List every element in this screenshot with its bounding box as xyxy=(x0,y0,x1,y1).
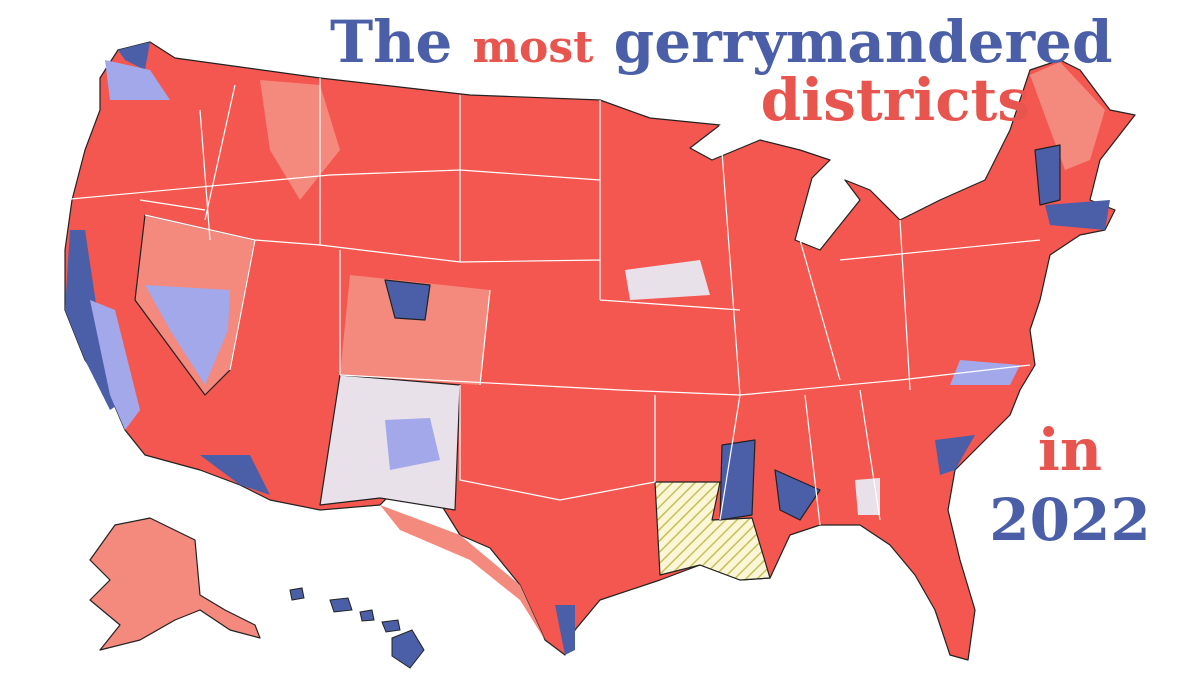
region-iowa-light xyxy=(625,260,710,300)
region-colorado xyxy=(340,275,490,385)
region-georgia-light xyxy=(855,478,880,515)
state-lines xyxy=(59,78,1041,526)
hawaii xyxy=(289,587,425,669)
region-va-blue xyxy=(950,360,1020,385)
alaska xyxy=(89,517,261,651)
region-nevada-blue xyxy=(145,285,230,385)
title-word: gerrymandered xyxy=(614,8,1113,76)
region-maine xyxy=(1030,62,1105,170)
region-alabama-blue xyxy=(774,469,821,521)
region-nm-blue xyxy=(385,418,440,470)
region-vermont-blue xyxy=(1034,144,1061,206)
region-mississippi-blue xyxy=(719,439,756,521)
region-louisiana xyxy=(654,481,771,581)
region-denver xyxy=(384,279,431,321)
title-word: most xyxy=(472,22,594,73)
year-prefix: in xyxy=(1038,416,1102,484)
title-word: districts xyxy=(761,66,1030,134)
region-sc-blue xyxy=(935,435,975,475)
region-texas-coast-blue xyxy=(555,605,575,655)
region-california-light xyxy=(90,300,140,430)
region-washington-light xyxy=(105,60,170,100)
region-arizona-blue xyxy=(200,455,270,495)
region-mass-blue xyxy=(1045,200,1110,230)
year: 2022 xyxy=(989,486,1150,554)
title-word: The xyxy=(330,8,452,76)
map-title: The most gerrymandered xyxy=(330,8,1113,76)
region-washington-blue xyxy=(118,42,150,70)
region-texas-south xyxy=(380,505,545,640)
